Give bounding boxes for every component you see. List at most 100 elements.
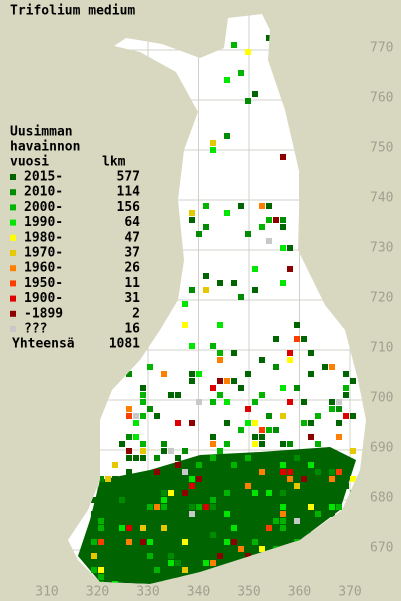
observation (252, 266, 258, 272)
observation (203, 546, 209, 552)
observation (315, 455, 321, 461)
observation (259, 203, 265, 209)
observation (245, 483, 251, 489)
observation (203, 224, 209, 230)
observation (147, 553, 153, 559)
legend-count: 11 (124, 276, 140, 291)
observation (231, 350, 237, 356)
observation (252, 539, 258, 545)
observation (224, 210, 230, 216)
observation (154, 413, 160, 419)
observation (224, 462, 230, 468)
observation (217, 448, 223, 454)
observation (210, 399, 216, 405)
observation (91, 553, 97, 559)
observation (266, 217, 272, 223)
observation (168, 560, 174, 566)
observation (280, 280, 286, 286)
observation (280, 497, 286, 503)
observation (287, 350, 293, 356)
observation (182, 301, 188, 307)
legend-count: 64 (124, 215, 140, 230)
observation (189, 343, 195, 349)
observation (252, 91, 258, 97)
observation (259, 469, 265, 475)
observation (224, 420, 230, 426)
observation (189, 483, 195, 489)
y-label: 730 (370, 241, 393, 256)
observation (140, 448, 146, 454)
observation (140, 441, 146, 447)
observation (336, 490, 342, 496)
observation (147, 490, 153, 496)
observation (210, 511, 216, 517)
observation (161, 490, 167, 496)
observation (350, 413, 356, 419)
observation (350, 378, 356, 384)
x-label: 360 (288, 585, 311, 600)
observation (245, 406, 251, 412)
observation (280, 154, 286, 160)
observation (126, 469, 132, 475)
observation (259, 441, 265, 447)
observation (252, 399, 258, 405)
observation (217, 280, 223, 286)
y-label: 680 (370, 491, 393, 506)
observation (308, 420, 314, 426)
observation (196, 462, 202, 468)
observation (343, 371, 349, 377)
legend-label: 2010- (24, 185, 63, 200)
observation (168, 504, 174, 510)
observation (168, 490, 174, 496)
legend-label: 1900- (24, 291, 63, 306)
observation (161, 371, 167, 377)
observation (140, 385, 146, 391)
observation (245, 231, 251, 237)
observation (91, 511, 97, 517)
observation (231, 378, 237, 384)
total-label: Yhteensä (12, 337, 75, 352)
observation (147, 539, 153, 545)
observation (189, 511, 195, 517)
y-label: 740 (370, 191, 393, 206)
observation (238, 427, 244, 433)
observation (231, 280, 237, 286)
observation (231, 525, 237, 531)
observation (196, 399, 202, 405)
observation (315, 413, 321, 419)
observation (294, 497, 300, 503)
observation (336, 399, 342, 405)
observation (105, 476, 111, 482)
observation (280, 490, 286, 496)
observation (329, 364, 335, 370)
legend-swatch (10, 204, 16, 211)
observation (350, 476, 356, 482)
legend-count: 37 (124, 246, 140, 261)
observation (189, 476, 195, 482)
observation (266, 525, 272, 531)
observation (133, 420, 139, 426)
observation (252, 504, 258, 510)
observation (175, 420, 181, 426)
observation (231, 462, 237, 468)
x-label: 330 (136, 585, 159, 600)
observation (308, 350, 314, 356)
observation (287, 245, 293, 251)
observation (126, 413, 132, 419)
observation (140, 455, 146, 461)
observation (273, 518, 279, 524)
observation (210, 343, 216, 349)
observation (182, 567, 188, 573)
observation (301, 420, 307, 426)
observation (112, 462, 118, 468)
legend-header: vuosi (10, 155, 49, 170)
observation (161, 532, 167, 538)
observation (182, 490, 188, 496)
observation (245, 420, 251, 426)
observation (252, 497, 258, 503)
observation (308, 371, 314, 377)
observation (273, 336, 279, 342)
observation (126, 560, 132, 566)
observation (266, 490, 272, 496)
